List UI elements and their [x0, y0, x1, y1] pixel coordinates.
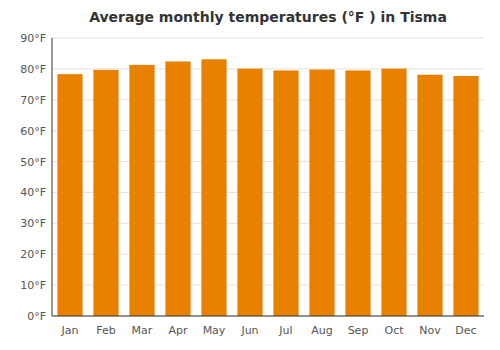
- bar: [237, 69, 262, 316]
- x-tick-label: May: [203, 324, 226, 337]
- x-tick-labels: Jan Feb Mar Apr May Jun Jul Aug Sep Oct Nov Dec: [61, 324, 477, 337]
- x-tick-label: Feb: [96, 324, 115, 337]
- grid-line: [52, 38, 484, 39]
- y-tick-label: 30°F: [20, 217, 46, 230]
- y-tick-label: 70°F: [20, 94, 46, 107]
- y-tick-label: 40°F: [20, 186, 46, 199]
- bar: [453, 76, 478, 316]
- bars: [57, 59, 478, 316]
- bar: [273, 70, 298, 316]
- x-tick-label: Apr: [168, 324, 188, 337]
- y-tick-label: 50°F: [20, 156, 46, 169]
- bar: [93, 70, 118, 316]
- y-tick-label: 80°F: [20, 63, 46, 76]
- bar: [345, 70, 370, 316]
- x-tick-label: Jul: [278, 324, 292, 337]
- bar: [57, 74, 82, 316]
- y-tick-label: 0°F: [27, 310, 46, 323]
- title: Average monthly temperatures (°F ) in Ti…: [89, 9, 447, 25]
- bar: [129, 65, 154, 316]
- x-tick-label: Oct: [384, 324, 404, 337]
- y-tick-label: 60°F: [20, 125, 46, 138]
- x-tick-label: Jun: [240, 324, 258, 337]
- bar: [165, 61, 190, 316]
- bar: [201, 59, 226, 316]
- y-tick-label: 90°F: [20, 32, 46, 45]
- x-tick-label: Dec: [455, 324, 476, 337]
- bar: [417, 75, 442, 316]
- x-tick-label: Mar: [132, 324, 153, 337]
- x-axis-line: [52, 316, 484, 317]
- grid-line: [52, 316, 484, 317]
- grid-line: [52, 68, 484, 69]
- x-tick-label: Sep: [348, 324, 369, 337]
- bar: [309, 70, 334, 316]
- x-tick-label: Aug: [311, 324, 332, 337]
- chart: Average monthly temperatures (°F ) in Ti…: [0, 0, 500, 350]
- y-axis-line: [52, 38, 53, 316]
- y-grid: [52, 38, 484, 316]
- y-tick-labels: 0°F 10°F 20°F 30°F 40°F 50°F 60°F 70°F 80°F 90°F: [20, 32, 46, 323]
- x-tick-label: Nov: [419, 324, 441, 337]
- x-tick-label: Jan: [61, 324, 79, 337]
- y-tick-label: 10°F: [20, 279, 46, 292]
- chart-container: Average monthly temperatures (°F ) in Ti…: [0, 0, 500, 350]
- bar: [381, 69, 406, 316]
- y-tick-label: 20°F: [20, 248, 46, 261]
